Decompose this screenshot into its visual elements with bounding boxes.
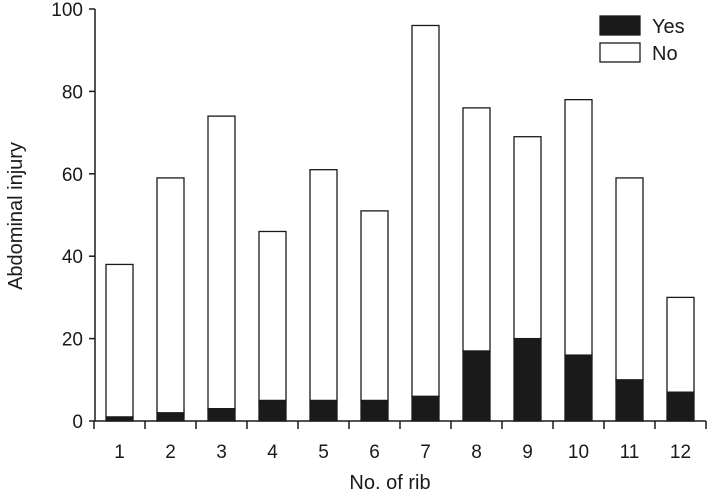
x-tick-label-12: 12 <box>670 442 691 463</box>
bar-no-7 <box>411 24 440 397</box>
x-tick-label-10: 10 <box>568 442 589 463</box>
bar-yes-11 <box>615 379 644 422</box>
y-tick-label-0: 0 <box>72 412 83 433</box>
bar-no-5 <box>309 169 338 402</box>
bar-yes-3 <box>207 407 236 422</box>
bar-yes-5 <box>309 399 338 422</box>
bars-layer <box>105 24 695 422</box>
bar-no-1 <box>105 263 134 418</box>
y-ticks: 0 20 40 60 80 100 <box>51 0 95 433</box>
y-tick-label-100: 100 <box>51 0 83 21</box>
x-tick-label-3: 3 <box>216 442 227 463</box>
bar-yes-9 <box>513 337 542 422</box>
y-tick-label-60: 60 <box>62 165 83 186</box>
bar-no-9 <box>513 136 542 340</box>
legend-label-no: No <box>652 43 678 65</box>
x-tick-label-6: 6 <box>369 442 380 463</box>
x-tick-label-7: 7 <box>420 442 431 463</box>
bar-no-4 <box>258 230 287 402</box>
legend-swatch-no <box>599 42 641 63</box>
bar-no-2 <box>156 177 185 414</box>
bar-yes-7 <box>411 395 440 422</box>
x-tick-label-8: 8 <box>471 442 482 463</box>
y-axis-title: Abdominal injury <box>5 142 27 290</box>
x-tick-label-1: 1 <box>114 442 125 463</box>
legend-label-yes: Yes <box>652 16 685 38</box>
bar-no-8 <box>462 107 491 352</box>
bar-yes-12 <box>666 391 695 422</box>
legend-swatch-yes <box>599 15 641 36</box>
bar-no-11 <box>615 177 644 381</box>
legend: Yes No <box>599 15 685 65</box>
y-tick-label-80: 80 <box>62 82 83 103</box>
bar-yes-10 <box>564 354 593 422</box>
axes-layer <box>94 9 706 422</box>
bar-yes-8 <box>462 350 491 422</box>
x-tick-label-9: 9 <box>522 442 533 463</box>
bar-yes-2 <box>156 412 185 422</box>
x-ticks: 1 2 3 4 5 6 7 8 9 10 11 12 <box>93 421 707 463</box>
bar-no-6 <box>360 210 389 402</box>
x-tick-label-4: 4 <box>267 442 278 463</box>
y-tick-label-40: 40 <box>62 247 83 268</box>
x-axis-title: No. of rib <box>349 472 430 494</box>
bar-yes-4 <box>258 399 287 422</box>
bar-no-12 <box>666 296 695 393</box>
x-tick-label-5: 5 <box>318 442 329 463</box>
bar-no-10 <box>564 98 593 356</box>
bar-no-3 <box>207 115 236 410</box>
x-tick-label-11: 11 <box>620 442 640 463</box>
bar-yes-6 <box>360 399 389 422</box>
y-tick-label-20: 20 <box>62 330 83 351</box>
x-tick-label-2: 2 <box>165 442 176 463</box>
